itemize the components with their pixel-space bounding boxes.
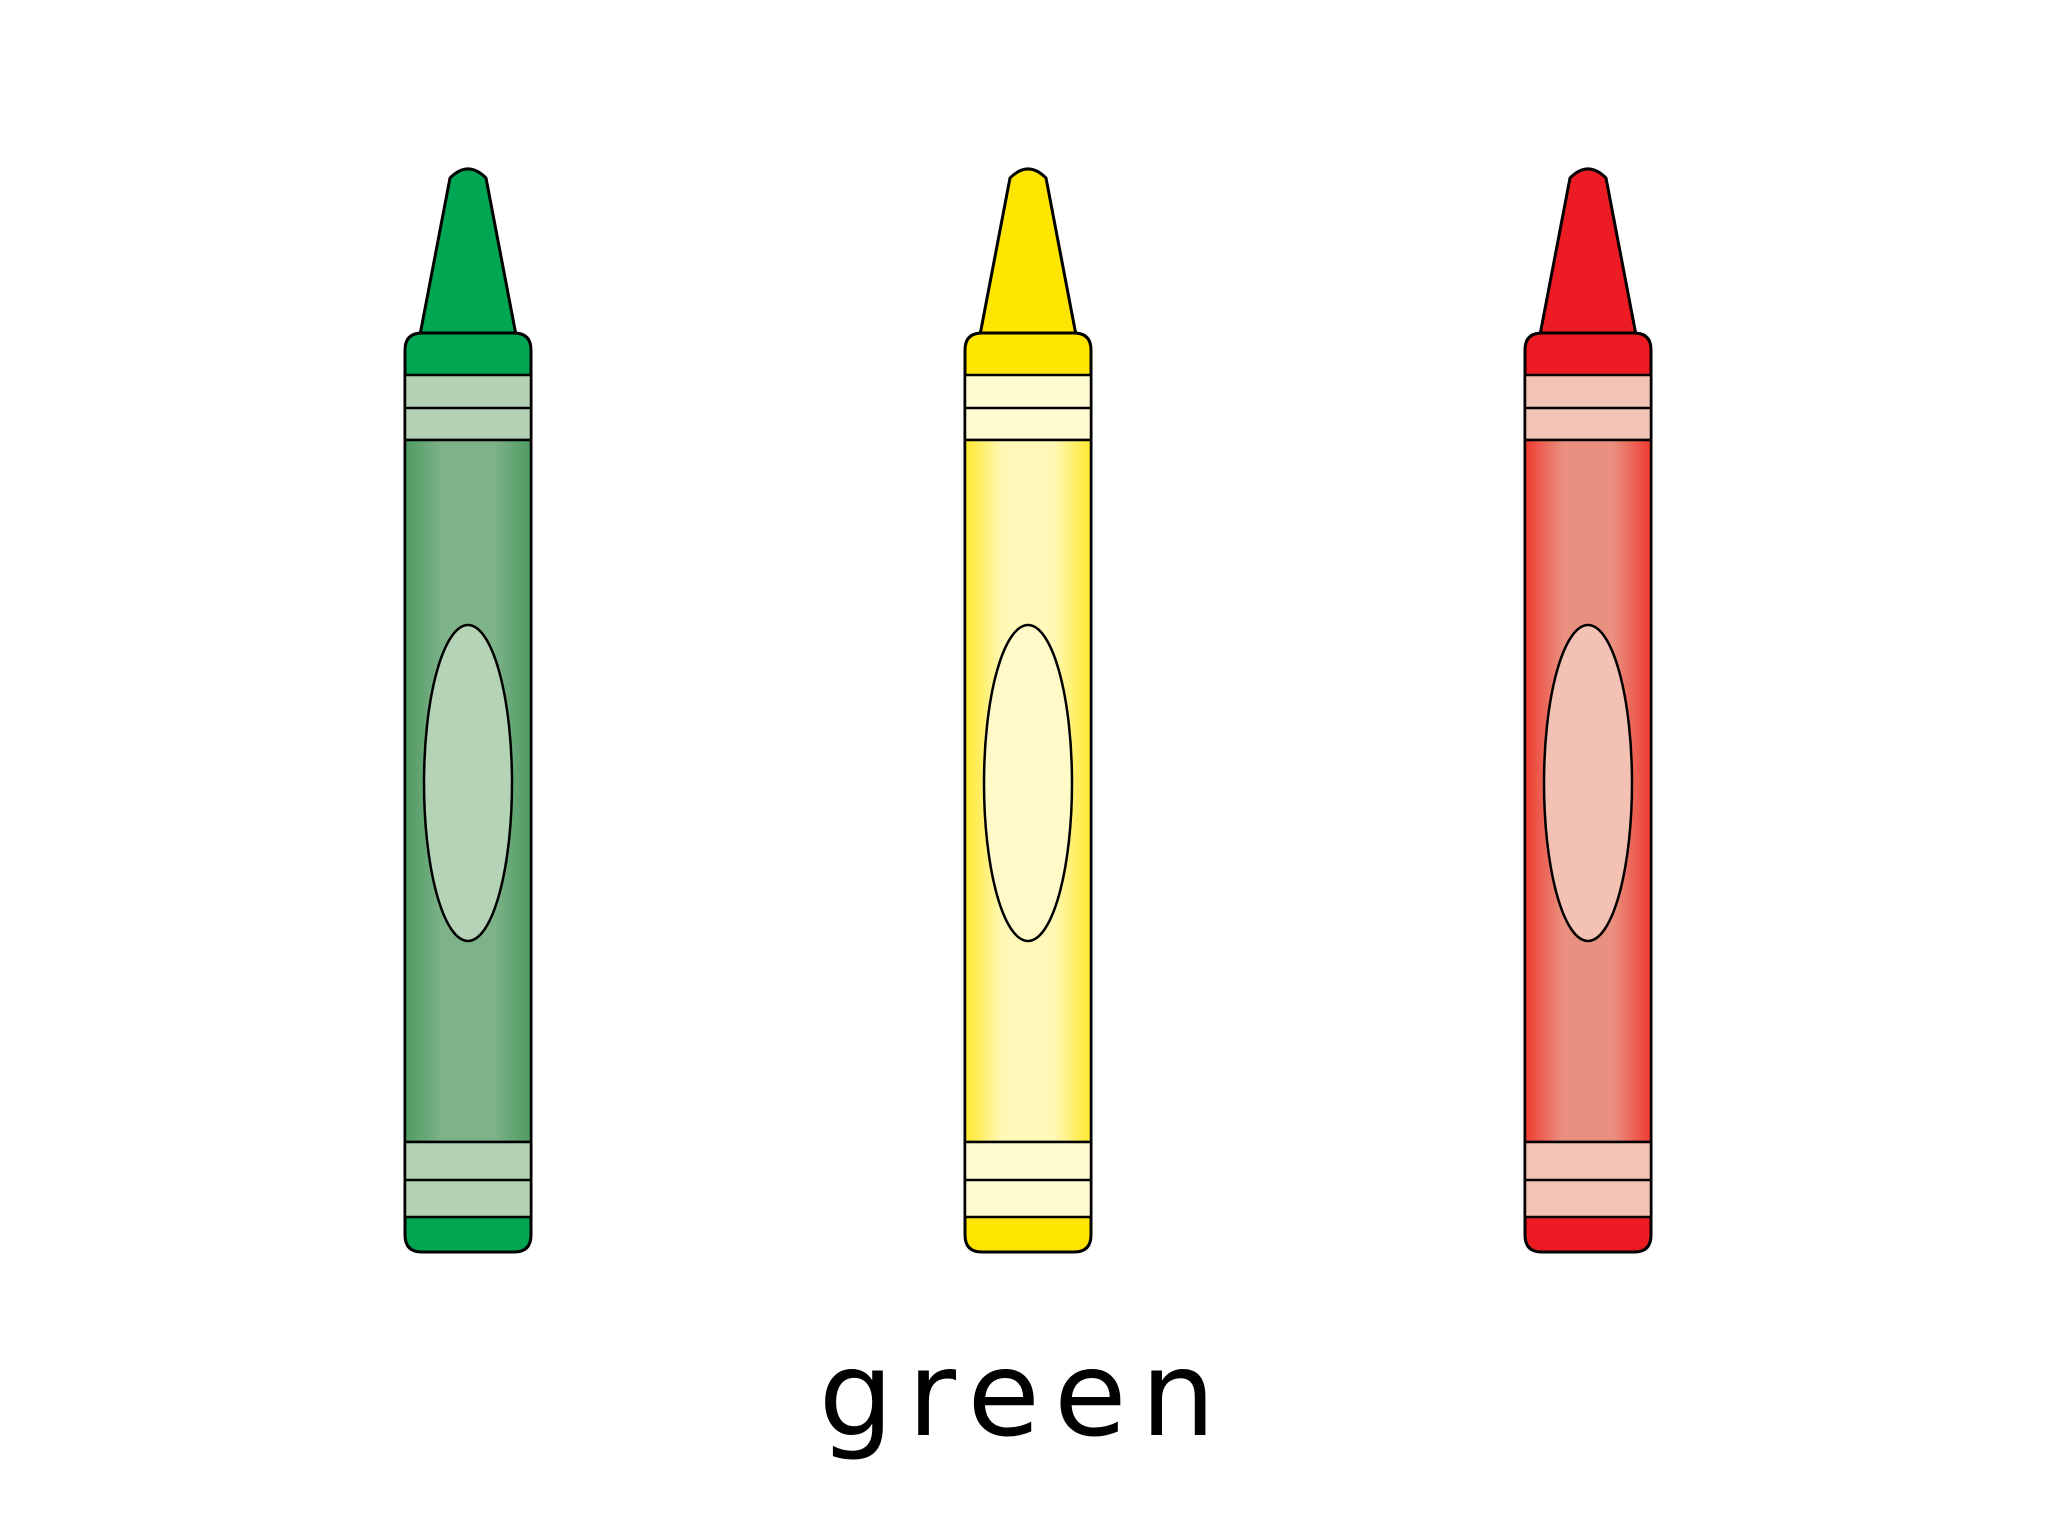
red-crayon-tip bbox=[1538, 167, 1638, 337]
red-crayon-label bbox=[1542, 623, 1634, 943]
yellow-crayon-tip bbox=[978, 167, 1078, 337]
green-crayon-tip bbox=[418, 167, 518, 337]
yellow-crayon bbox=[963, 167, 1093, 1254]
color-word: green bbox=[818, 1325, 1230, 1463]
green-crayon-label bbox=[422, 623, 514, 943]
red-crayon bbox=[1523, 167, 1653, 1254]
green-crayon bbox=[403, 167, 533, 1254]
yellow-crayon-label bbox=[982, 623, 1074, 943]
